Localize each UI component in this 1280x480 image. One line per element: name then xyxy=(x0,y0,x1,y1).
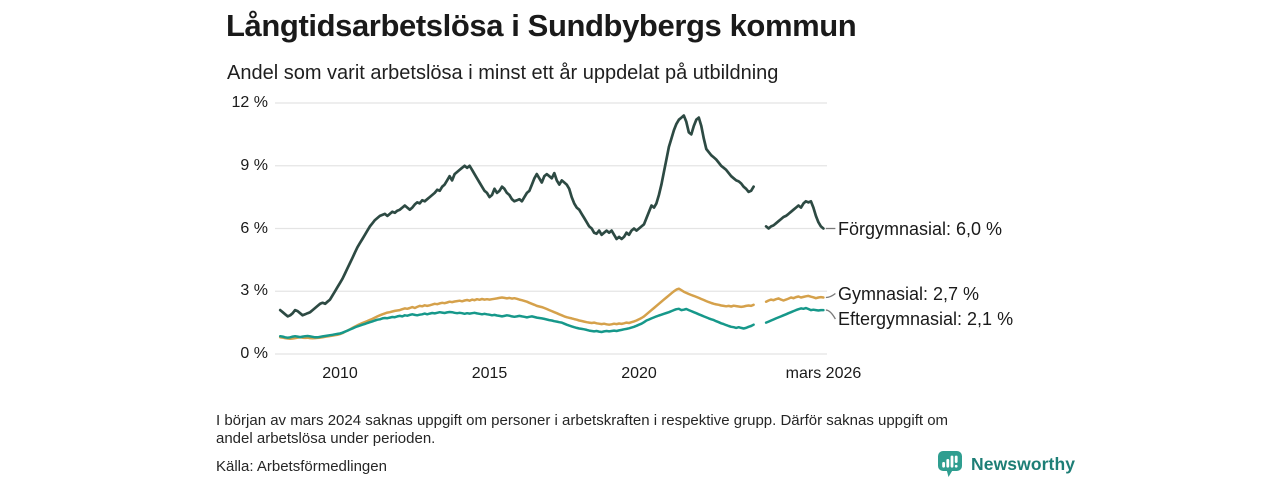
y-axis-tick-label: 0 % xyxy=(240,345,268,362)
x-axis-tick-label: 2015 xyxy=(471,365,508,382)
newsworthy-branding: Newsworthy xyxy=(938,451,1075,478)
label-connector xyxy=(825,309,836,320)
newsworthy-logo-icon xyxy=(938,451,962,477)
newsworthy-wordmark: Newsworthy xyxy=(971,454,1076,474)
series-line-förgymnasial xyxy=(278,114,825,318)
x-axis-tick-label: 2010 xyxy=(322,365,358,382)
series-label-eftergymnasial: Eftergymnasial: 2,1 % xyxy=(838,309,1014,330)
x-axis-tick-label: 2020 xyxy=(621,365,657,382)
y-axis-tick-label: 6 % xyxy=(240,219,268,237)
series-line-eftergymnasial xyxy=(278,306,825,339)
footnote: I början av mars 2024 saknas uppgift om … xyxy=(216,412,948,448)
y-axis-tick-label: 12 % xyxy=(231,94,268,111)
page-subtitle: Andel som varit arbetslösa i minst ett å… xyxy=(227,62,779,84)
footnote-line: andel arbetslösa under perioden. xyxy=(216,430,436,447)
series-label-gymnasial: Gymnasial: 2,7 % xyxy=(838,283,980,304)
y-axis-tick-label: 9 % xyxy=(240,156,268,174)
x-axis-tick-label: mars 2026 xyxy=(785,365,862,382)
label-connector xyxy=(825,293,836,299)
series-label-förgymnasial: Förgymnasial: 6,0 % xyxy=(838,218,1003,239)
y-axis-tick-label: 3 % xyxy=(240,282,268,300)
source-label: Källa: Arbetsförmedlingen xyxy=(216,458,387,475)
footnote-line: I början av mars 2024 saknas uppgift om … xyxy=(216,412,949,429)
series-line-gymnasial xyxy=(278,287,825,340)
page-title: Långtidsarbetslösa i Sundbybergs kommun xyxy=(226,8,857,43)
